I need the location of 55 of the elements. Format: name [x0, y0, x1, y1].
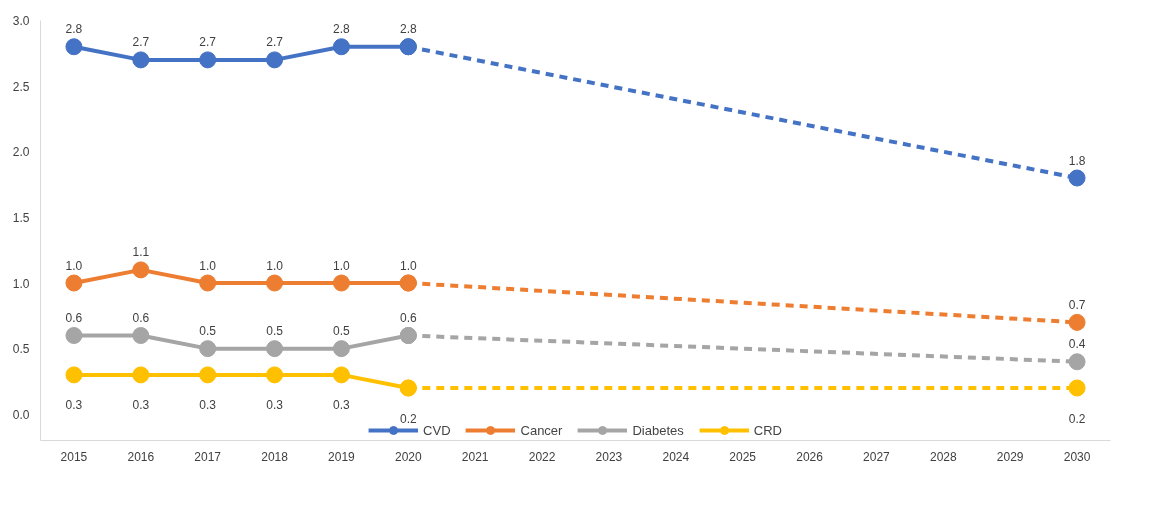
- data-label: 2.7: [199, 35, 217, 50]
- data-label: 2.8: [399, 22, 417, 37]
- legend-label: Diabetes: [632, 422, 684, 438]
- data-label: 0.5: [266, 324, 284, 339]
- data-label: 1.1: [132, 245, 150, 260]
- data-label: 2.7: [132, 35, 150, 50]
- x-tick-label: 2029: [996, 449, 1024, 464]
- x-tick-label: 2020: [394, 449, 422, 464]
- x-tick-label: 2024: [662, 449, 690, 464]
- data-label: 0.3: [333, 398, 351, 413]
- data-label: 1.0: [266, 258, 284, 273]
- data-label: 0.5: [199, 324, 217, 339]
- x-tick-label: 2027: [863, 449, 891, 464]
- x-tick-label: 2030: [1063, 449, 1091, 464]
- x-tick-label: 2028: [929, 449, 957, 464]
- data-label: 1.0: [65, 258, 83, 273]
- y-tick-label: 2.0: [12, 145, 30, 160]
- data-label: 1.0: [333, 258, 351, 273]
- y-tick-label: 1.5: [12, 210, 30, 225]
- legend-label: CRD: [753, 422, 782, 438]
- data-label: 0.2: [399, 411, 417, 426]
- data-label: 2.8: [65, 22, 83, 37]
- legend-label: CVD: [423, 422, 451, 438]
- y-tick-label: 0.0: [12, 407, 30, 422]
- data-label: 0.6: [399, 311, 417, 325]
- data-label: 0.7: [1068, 297, 1086, 312]
- data-label: 1.8: [1068, 153, 1086, 168]
- data-label: 2.8: [333, 22, 351, 37]
- data-label: 0.2: [1068, 411, 1086, 426]
- data-label: 1.0: [399, 258, 417, 273]
- x-tick-label: 2017: [194, 449, 222, 464]
- x-tick-label: 2015: [60, 449, 88, 464]
- x-tick-label: 2026: [796, 449, 824, 464]
- data-label: 0.3: [132, 398, 150, 413]
- x-tick-label: 2019: [328, 449, 356, 464]
- x-tick-label: 2018: [261, 449, 289, 464]
- data-label: 0.6: [132, 311, 150, 325]
- x-tick-label: 2021: [461, 449, 489, 464]
- data-label: 0.5: [333, 324, 351, 339]
- data-label: 0.3: [65, 398, 83, 413]
- x-tick-label: 2025: [729, 449, 757, 464]
- x-tick-label: 2023: [595, 449, 623, 464]
- data-label: 0.6: [65, 311, 83, 325]
- y-tick-label: 1.0: [12, 276, 30, 291]
- y-tick-label: 0.5: [12, 342, 30, 357]
- data-label: 2.7: [266, 35, 284, 50]
- y-tick-label: 2.5: [12, 79, 30, 94]
- x-tick-label: 2022: [528, 449, 556, 464]
- data-label: 0.3: [199, 398, 217, 413]
- data-label: 0.4: [1068, 337, 1086, 352]
- y-tick-label: 3.0: [12, 14, 30, 28]
- legend-label: Cancer: [520, 422, 563, 438]
- data-label: 1.0: [199, 258, 217, 273]
- x-tick-label: 2016: [127, 449, 155, 464]
- data-label: 0.3: [266, 398, 284, 413]
